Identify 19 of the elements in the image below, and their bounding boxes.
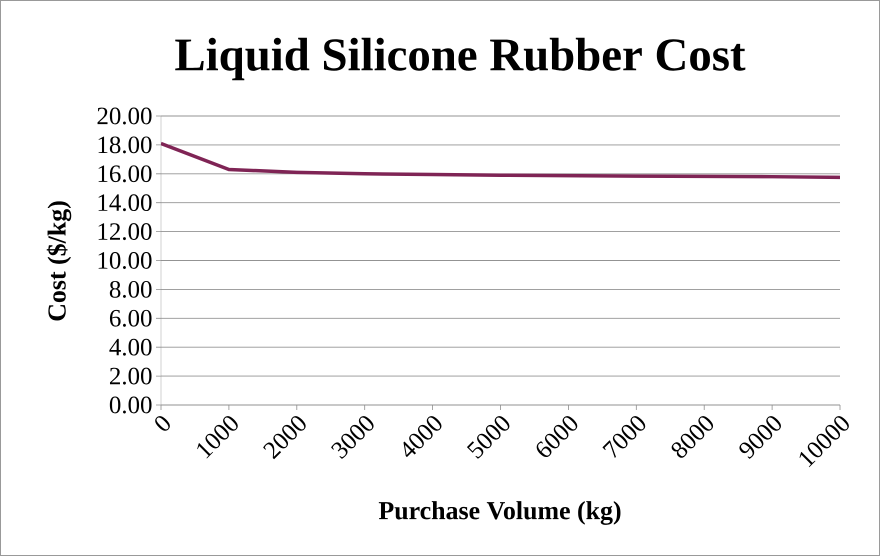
y-tick-label: 16.00: [98, 165, 152, 182]
y-tick-label: 0.00: [110, 396, 152, 414]
y-tick-label: 4.00: [109, 338, 152, 356]
x-tick-label: 6000: [536, 416, 578, 458]
y-tick-label: 10.00: [98, 252, 152, 269]
y-axis-title: Cost ($/kg): [46, 201, 72, 321]
y-tick-label: 6.00: [110, 310, 152, 327]
x-tick-label: 8000: [672, 416, 714, 458]
chart-title: Liquid Silicone Rubber Cost: [175, 38, 746, 80]
x-tick-label: 0: [155, 416, 170, 431]
y-tick-label: 12.00: [98, 223, 152, 240]
x-tick-label: 4000: [403, 416, 442, 458]
y-tick-label: 8.00: [110, 280, 152, 298]
y-tick-label: 18.00: [98, 136, 152, 154]
x-axis-title: Purchase Volume (kg): [378, 501, 620, 525]
y-tick-label: 2.00: [110, 368, 152, 385]
y-tick-label: 20.00: [98, 108, 152, 124]
x-tick-label: 7000: [602, 416, 646, 458]
y-tick-label: 14.00: [98, 194, 152, 212]
